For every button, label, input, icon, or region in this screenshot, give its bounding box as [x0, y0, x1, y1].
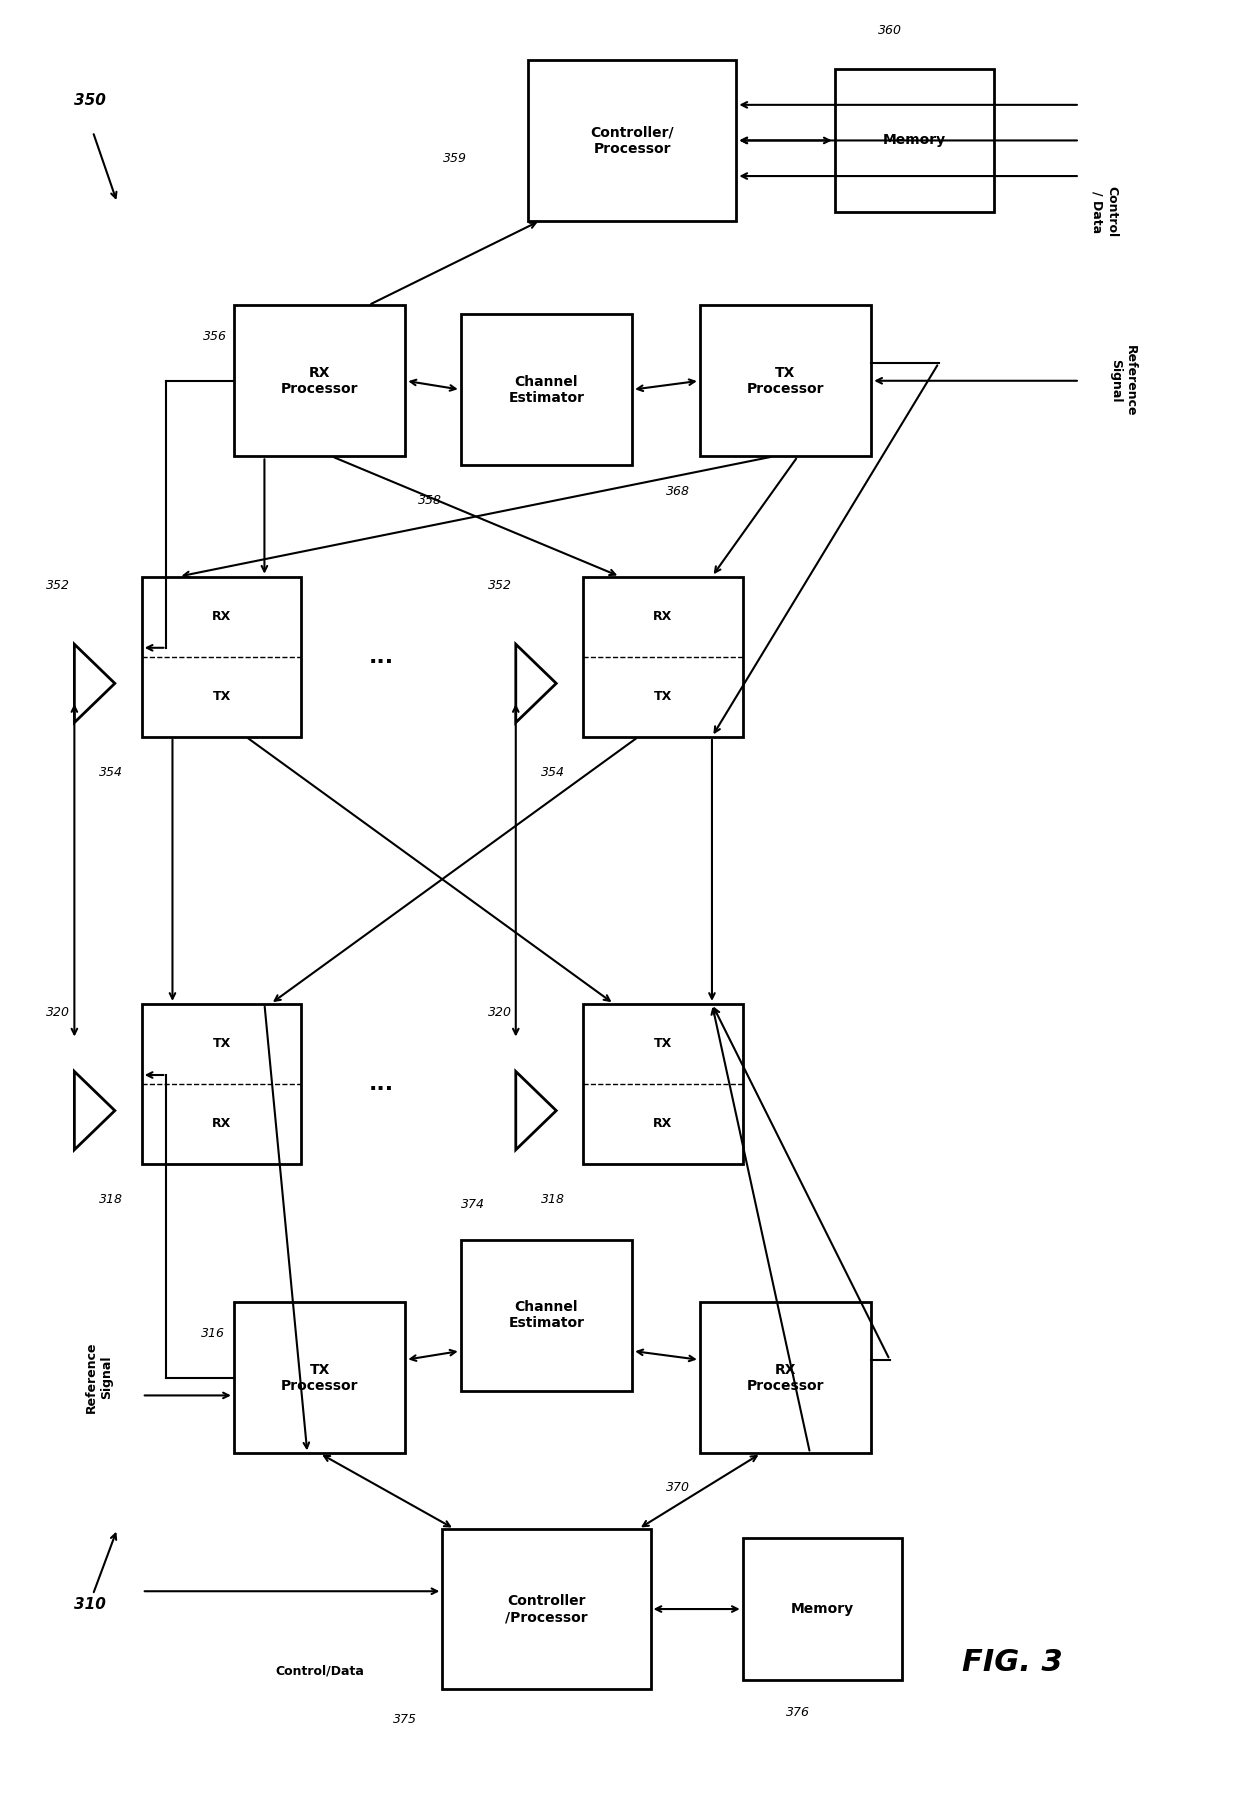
FancyBboxPatch shape: [443, 1528, 651, 1690]
Text: 374: 374: [461, 1198, 485, 1211]
Text: 376: 376: [786, 1706, 810, 1719]
Text: 318: 318: [99, 1193, 123, 1206]
Text: 354: 354: [541, 766, 564, 779]
Text: Channel
Estimator: Channel Estimator: [508, 375, 584, 405]
Text: 352: 352: [46, 579, 71, 592]
Text: 370: 370: [666, 1482, 689, 1494]
Text: 310: 310: [74, 1597, 107, 1613]
Polygon shape: [516, 1071, 557, 1150]
Text: TX
Processor: TX Processor: [280, 1362, 358, 1392]
Text: 352: 352: [487, 579, 512, 592]
Text: ...: ...: [368, 646, 393, 667]
Text: RX: RX: [653, 1118, 672, 1130]
Text: 368: 368: [666, 484, 689, 497]
FancyBboxPatch shape: [141, 576, 301, 737]
Text: TX: TX: [653, 1037, 672, 1049]
FancyBboxPatch shape: [234, 305, 405, 456]
FancyBboxPatch shape: [835, 70, 994, 212]
FancyBboxPatch shape: [583, 576, 743, 737]
Text: TX
Processor: TX Processor: [746, 366, 825, 396]
Polygon shape: [516, 644, 557, 723]
FancyBboxPatch shape: [460, 1240, 632, 1390]
Text: 320: 320: [487, 1006, 512, 1019]
Text: FIG. 3: FIG. 3: [962, 1649, 1063, 1677]
Text: Controller
/Processor: Controller /Processor: [505, 1593, 588, 1624]
Text: 356: 356: [203, 330, 227, 343]
Text: RX: RX: [653, 610, 672, 623]
Text: RX: RX: [212, 1118, 231, 1130]
Text: Channel
Estimator: Channel Estimator: [508, 1301, 584, 1331]
FancyBboxPatch shape: [528, 61, 737, 221]
Text: TX: TX: [212, 691, 231, 703]
Text: Control/Data: Control/Data: [275, 1665, 365, 1677]
Text: 360: 360: [878, 23, 901, 36]
Text: Reference
Signal: Reference Signal: [84, 1342, 113, 1414]
Text: 358: 358: [418, 493, 441, 506]
FancyBboxPatch shape: [234, 1302, 405, 1453]
Text: 359: 359: [443, 152, 466, 165]
Text: RX
Processor: RX Processor: [280, 366, 358, 396]
Text: Control
/ Data: Control / Data: [1090, 187, 1118, 237]
Text: ...: ...: [368, 1075, 393, 1094]
Polygon shape: [74, 644, 115, 723]
Text: 320: 320: [46, 1006, 71, 1019]
FancyBboxPatch shape: [141, 1005, 301, 1164]
Text: Memory: Memory: [883, 133, 946, 147]
Text: Reference
Signal: Reference Signal: [1109, 344, 1137, 416]
FancyBboxPatch shape: [699, 305, 872, 456]
Text: 316: 316: [201, 1326, 224, 1340]
Text: RX
Processor: RX Processor: [746, 1362, 825, 1392]
FancyBboxPatch shape: [583, 1005, 743, 1164]
Polygon shape: [74, 1071, 115, 1150]
Text: 354: 354: [99, 766, 123, 779]
Text: Controller/
Processor: Controller/ Processor: [590, 126, 675, 156]
Text: TX: TX: [653, 691, 672, 703]
Text: 318: 318: [541, 1193, 564, 1206]
Text: RX: RX: [212, 610, 231, 623]
Text: 350: 350: [74, 93, 107, 108]
FancyBboxPatch shape: [699, 1302, 872, 1453]
Text: Memory: Memory: [791, 1602, 854, 1616]
FancyBboxPatch shape: [743, 1537, 901, 1681]
Text: TX: TX: [212, 1037, 231, 1049]
Text: 375: 375: [393, 1713, 418, 1726]
FancyBboxPatch shape: [460, 314, 632, 465]
